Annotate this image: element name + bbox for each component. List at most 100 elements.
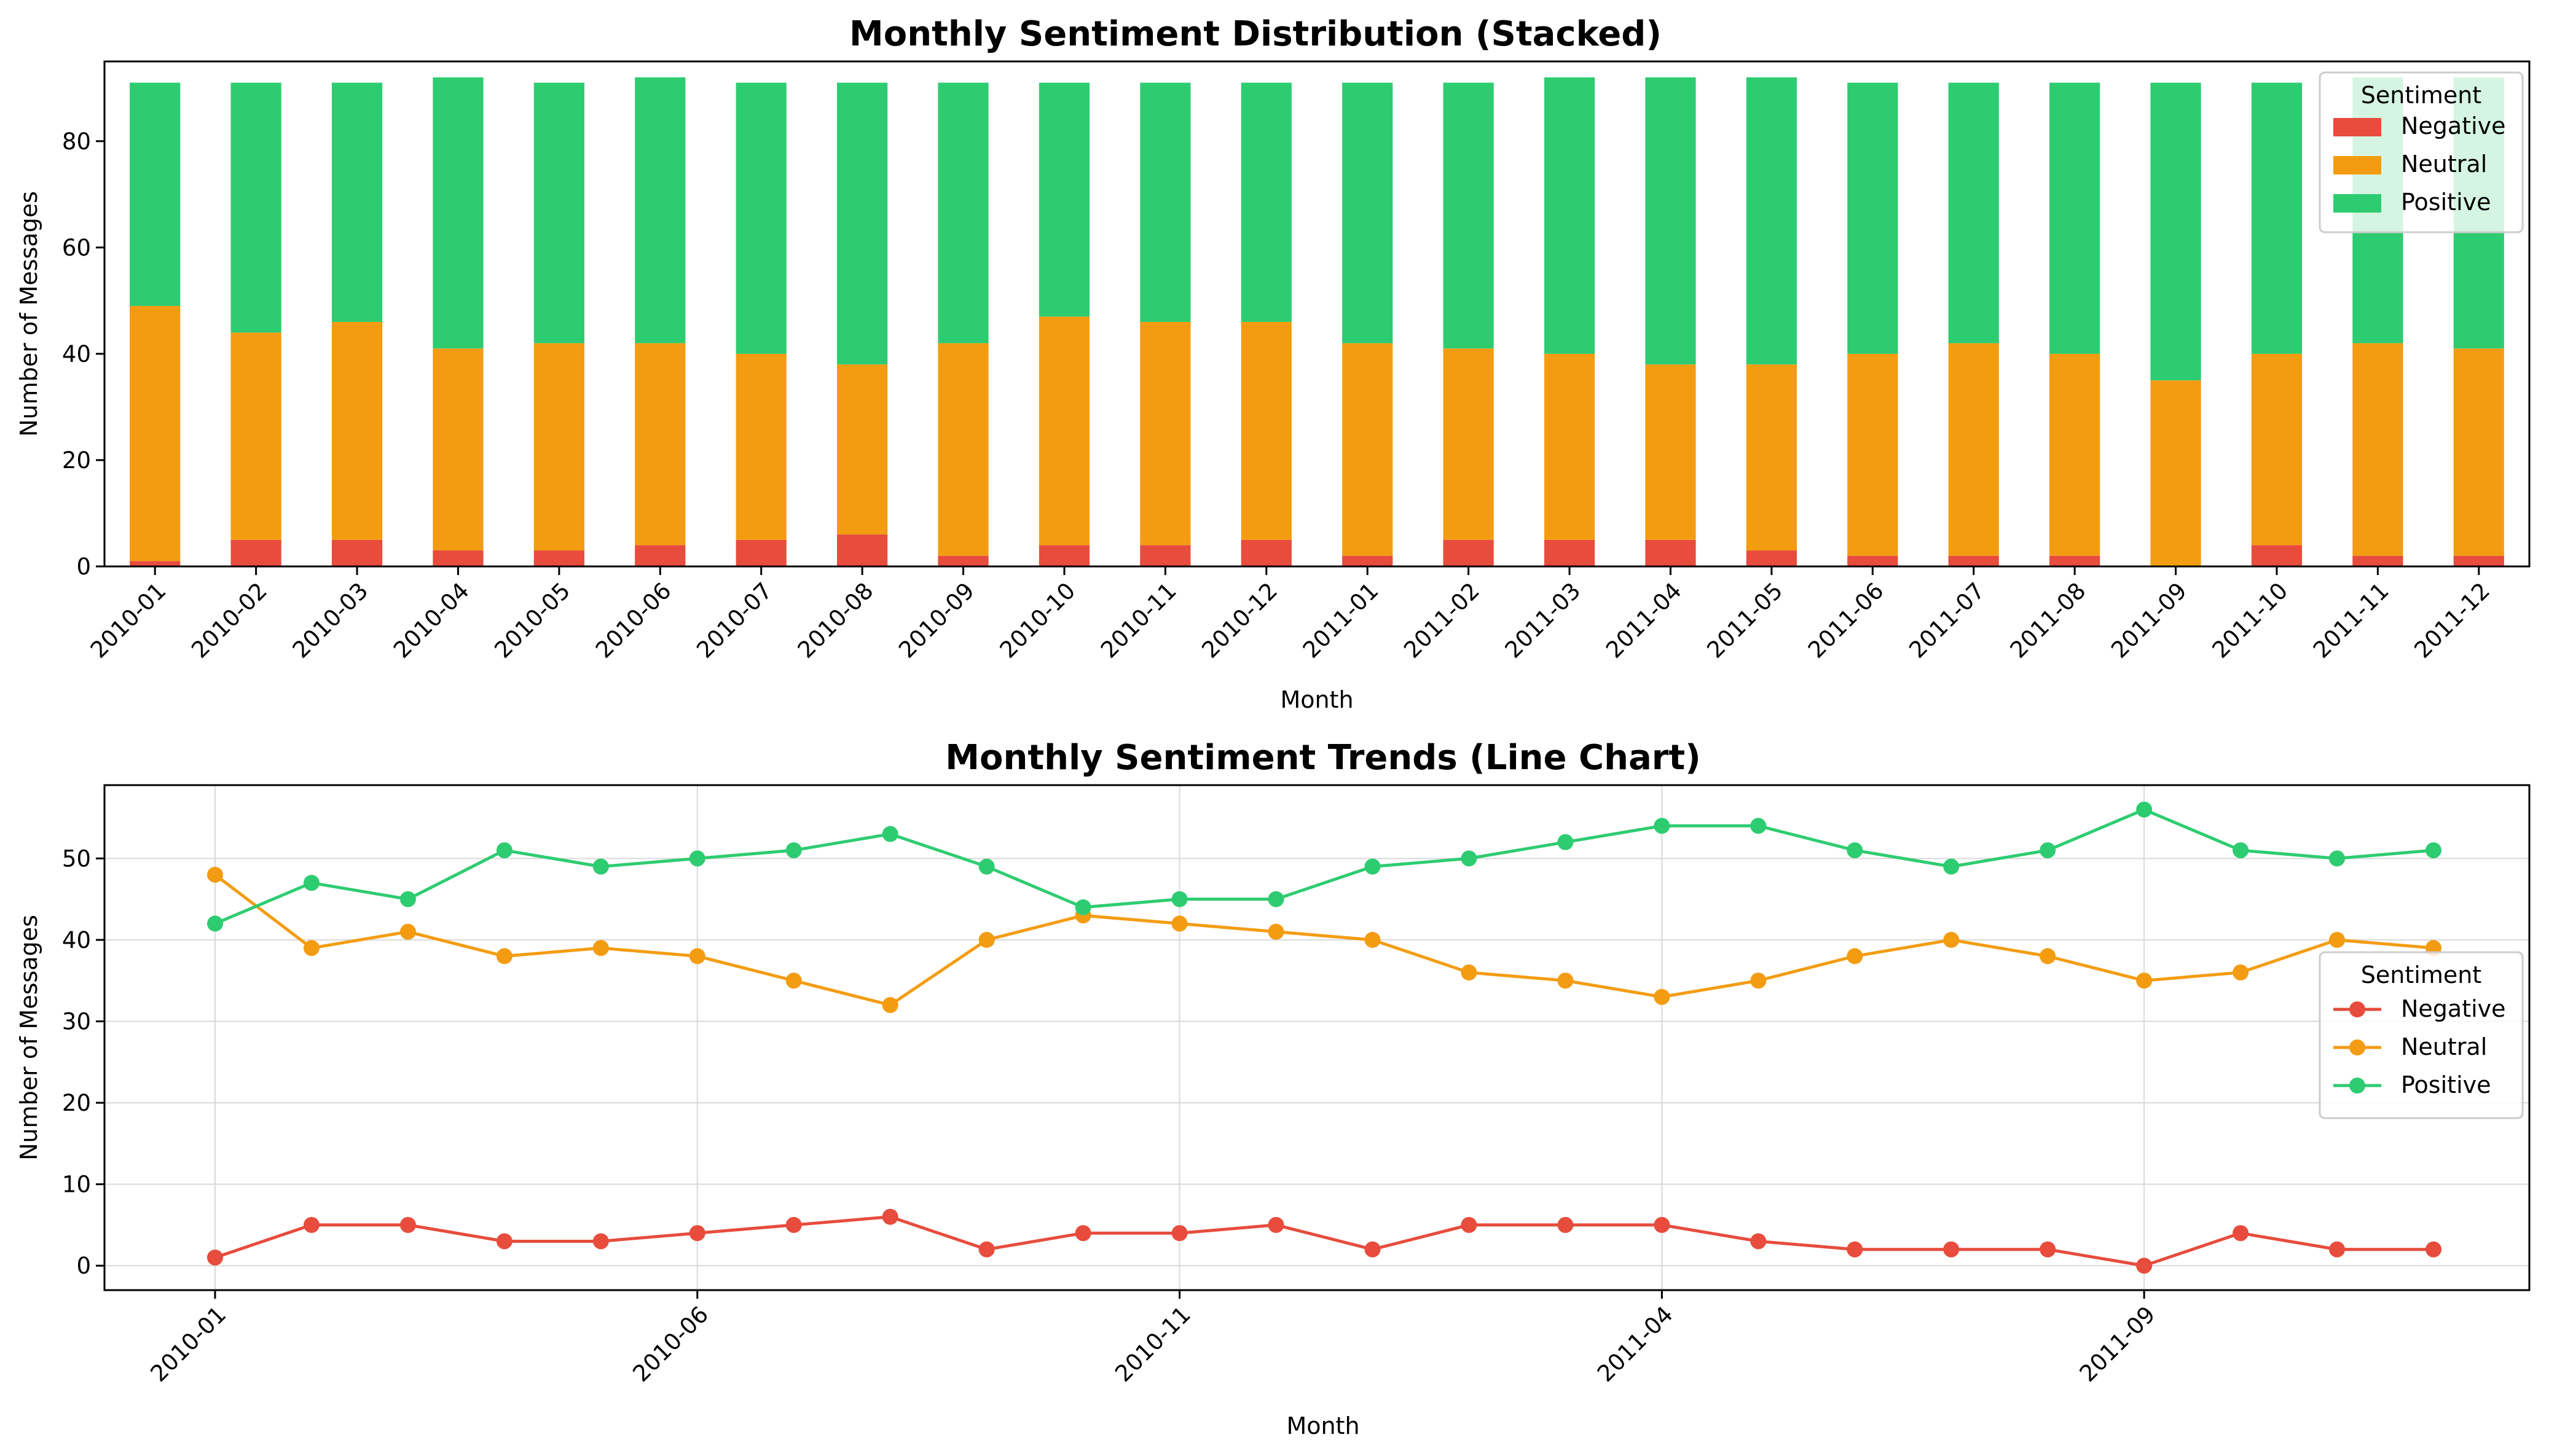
bar-negative-2011-12 (2453, 555, 2504, 566)
line-y-axis-label: Number of Messages (15, 915, 42, 1160)
line-series-neutral (214, 873, 2434, 1007)
point-negative-2011-10 (2233, 1225, 2249, 1242)
point-positive-2010-01 (207, 915, 223, 932)
line-y-ticks: 0 10 20 30 40 50 (62, 845, 104, 1279)
line-plot-frame (103, 784, 2531, 1291)
line-legend-marker-neutral (2349, 1039, 2365, 1055)
bar-negative-2011-03 (1544, 539, 1595, 566)
point-negative-2011-08 (2040, 1241, 2056, 1258)
point-positive-2010-05 (592, 858, 609, 875)
bar-neutral-2010-10 (1039, 316, 1090, 546)
bar-neutral-2011-08 (2049, 353, 2100, 556)
bar-neutral-2010-04 (433, 348, 484, 551)
point-negative-2011-06 (1847, 1241, 1863, 1258)
point-positive-2010-11 (1171, 891, 1188, 907)
bar-marks (130, 77, 2504, 566)
point-neutral-2011-06 (1847, 948, 1863, 965)
point-negative-2011-11 (2329, 1241, 2346, 1258)
bar-positive-2011-03 (1544, 77, 1595, 354)
point-negative-2011-03 (1557, 1216, 1574, 1233)
point-negative-2011-09 (2136, 1258, 2153, 1274)
bar-y-tick-label: 20 (62, 447, 91, 474)
bar-legend-label-negative: Negative (2401, 112, 2506, 139)
line-x-tick-label: 2010-01 (146, 1301, 232, 1387)
bar-x-tick-label: 2011-06 (1803, 577, 1889, 663)
point-negative-2010-03 (399, 1216, 416, 1233)
bar-negative-2010-02 (230, 539, 281, 566)
bar-negative-2010-08 (837, 534, 888, 566)
point-neutral-2011-10 (2233, 964, 2249, 980)
point-negative-2011-12 (2425, 1241, 2441, 1258)
line-x-tick-label: 2011-04 (1592, 1301, 1678, 1387)
bar-negative-2011-06 (1847, 555, 1898, 566)
point-positive-2010-06 (689, 850, 705, 867)
bar-neutral-2011-12 (2453, 348, 2504, 556)
bar-neutral-2011-07 (1948, 343, 1999, 556)
bar-positive-2010-10 (1039, 82, 1090, 317)
point-neutral-2011-04 (1654, 988, 1670, 1005)
bar-neutral-2011-09 (2150, 380, 2201, 566)
bar-plot-frame (103, 60, 2531, 568)
bar-neutral-2011-01 (1342, 343, 1393, 556)
bar-x-tick-label: 2011-03 (1500, 577, 1586, 663)
line-x-tick-label: 2010-06 (627, 1301, 713, 1387)
bar-x-axis-label: Month (1280, 686, 1353, 713)
bar-x-tick-label: 2010-01 (85, 577, 171, 663)
point-negative-2010-10 (1075, 1225, 1091, 1242)
bar-neutral-2011-11 (2352, 343, 2403, 556)
point-neutral-2011-11 (2329, 931, 2346, 948)
point-negative-2010-04 (496, 1233, 513, 1250)
bar-positive-2010-04 (433, 77, 484, 349)
line-y-tick-label: 0 (76, 1253, 91, 1279)
bar-neutral-2011-03 (1544, 353, 1595, 540)
bar-x-tick-label: 2010-05 (490, 577, 576, 663)
bar-x-tick-label: 2011-04 (1601, 577, 1687, 663)
point-positive-2010-09 (978, 858, 995, 875)
point-neutral-2010-09 (978, 931, 995, 948)
point-neutral-2010-12 (1268, 923, 1284, 940)
bar-positive-2010-08 (837, 82, 888, 365)
bar-neutral-2010-09 (938, 343, 989, 556)
bar-positive-2010-05 (533, 82, 584, 343)
bar-x-tick-label: 2010-08 (793, 577, 879, 663)
bar-negative-2010-07 (736, 539, 787, 566)
bar-legend-swatch-positive (2333, 194, 2381, 213)
bar-positive-2011-01 (1342, 82, 1393, 343)
point-neutral-2010-01 (207, 866, 223, 883)
bar-y-tick-label: 80 (62, 128, 91, 155)
line-chart: Monthly Sentiment Trends (Line Chart) 0 1… (15, 738, 2531, 1439)
bar-neutral-2010-12 (1241, 321, 1292, 540)
bar-x-tick-label: 2011-05 (1702, 577, 1788, 663)
line-y-tick-label: 10 (62, 1172, 91, 1198)
point-negative-2010-05 (592, 1233, 609, 1250)
point-negative-2011-05 (1750, 1233, 1767, 1250)
bar-chart-title: Monthly Sentiment Distribution (Stacked) (849, 14, 1662, 54)
bar-x-tick-label: 2011-07 (1904, 577, 1990, 663)
bar-x-tick-label: 2010-07 (691, 577, 777, 663)
line-x-axis-label: Month (1286, 1412, 1359, 1439)
bar-x-ticks: 2010-01 2010-02 2010-03 2010-04 2010-05 2010-… (85, 566, 2495, 663)
bar-neutral-2010-01 (130, 306, 181, 562)
line-legend-label-neutral: Neutral (2401, 1033, 2487, 1060)
line-legend-marker-negative (2349, 1001, 2365, 1017)
bar-neutral-2010-02 (230, 332, 281, 540)
point-negative-2010-11 (1171, 1225, 1188, 1242)
bar-legend-title: Sentiment (2361, 82, 2481, 109)
bar-positive-2011-04 (1645, 77, 1696, 365)
point-negative-2010-12 (1268, 1216, 1284, 1233)
bar-positive-2010-03 (331, 82, 383, 322)
point-positive-2011-05 (1750, 818, 1767, 834)
bar-x-tick-label: 2010-11 (1096, 577, 1182, 663)
point-positive-2011-11 (2329, 850, 2346, 867)
bar-negative-2010-11 (1140, 545, 1191, 566)
bar-legend-label-neutral: Neutral (2401, 151, 2487, 178)
bar-positive-2010-12 (1241, 82, 1292, 322)
bar-negative-2010-09 (938, 555, 989, 566)
bar-negative-2010-05 (533, 550, 584, 566)
point-negative-2010-06 (689, 1225, 705, 1242)
bar-x-tick-label: 2011-08 (2005, 577, 2091, 663)
point-positive-2011-02 (1461, 850, 1477, 867)
point-neutral-2010-07 (785, 973, 802, 989)
point-positive-2011-09 (2136, 801, 2153, 818)
